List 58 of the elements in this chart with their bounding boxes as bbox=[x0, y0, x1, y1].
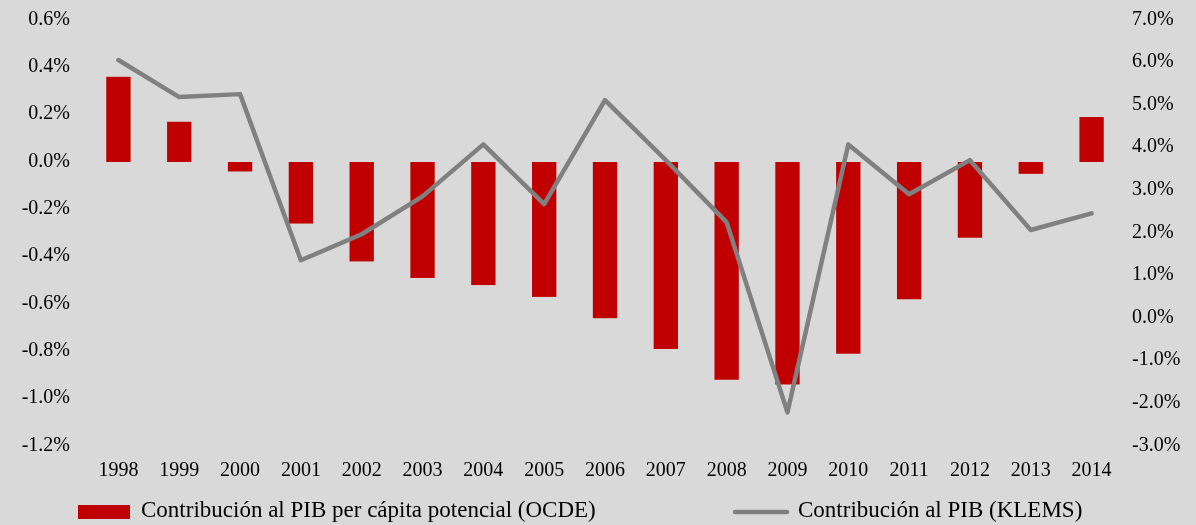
bar bbox=[775, 162, 800, 385]
x-tick-label: 2004 bbox=[463, 458, 504, 480]
bar bbox=[896, 162, 922, 300]
y2-tick-label: -3.0% bbox=[1132, 432, 1181, 455]
y-tick-label: -0.6% bbox=[21, 290, 70, 313]
x-tick-label: 2003 bbox=[402, 458, 443, 480]
x-tick-label: 2002 bbox=[341, 458, 382, 480]
bar bbox=[410, 162, 435, 278]
y-tick-label: -1.0% bbox=[21, 385, 70, 408]
y-tick-label: 0.2% bbox=[28, 101, 70, 124]
legend-label: Contribución al PIB (KLEMS) bbox=[798, 497, 1083, 523]
y-tick-label: 0.0% bbox=[28, 148, 70, 171]
y-tick-label: 0.6% bbox=[28, 6, 70, 29]
bar bbox=[592, 162, 618, 319]
bar bbox=[836, 162, 861, 354]
y-tick-label: -0.2% bbox=[21, 195, 70, 218]
x-tick-label: 2000 bbox=[220, 458, 261, 480]
bar bbox=[106, 76, 131, 162]
y2-tick-label: 0.0% bbox=[1132, 304, 1174, 327]
y2-tick-label: 1.0% bbox=[1132, 262, 1174, 285]
bar bbox=[1079, 117, 1104, 162]
y-tick-label: 0.4% bbox=[28, 53, 70, 76]
x-tick-label: 2008 bbox=[706, 458, 747, 480]
y2-tick-label: 5.0% bbox=[1132, 91, 1174, 114]
y2-tick-label: 4.0% bbox=[1132, 134, 1174, 157]
x-tick-label: 2001 bbox=[280, 458, 321, 480]
bar bbox=[288, 162, 314, 224]
legend-label: Contribución al PIB per cápita potencial (OCDE) bbox=[141, 497, 596, 523]
bar bbox=[1018, 162, 1043, 174]
bar bbox=[532, 162, 557, 297]
y2-tick-label: 3.0% bbox=[1132, 176, 1174, 199]
x-tick-label: 2010 bbox=[828, 458, 869, 480]
y2-tick-label: -2.0% bbox=[1132, 389, 1181, 412]
x-tick-label: 2012 bbox=[949, 458, 990, 480]
x-tick-label: 1999 bbox=[159, 458, 200, 480]
x-tick-label: 2006 bbox=[585, 458, 625, 480]
x-tick-label: 2007 bbox=[645, 458, 686, 480]
bar bbox=[714, 162, 739, 380]
y2-tick-label: 7.0% bbox=[1132, 6, 1174, 29]
bar bbox=[167, 121, 192, 162]
y-tick-label: -0.4% bbox=[21, 243, 70, 266]
x-tick-label: 2009 bbox=[767, 458, 808, 480]
bar bbox=[957, 162, 983, 238]
y-tick-label: -1.2% bbox=[21, 432, 70, 455]
bar bbox=[653, 162, 678, 349]
y2-tick-label: 6.0% bbox=[1132, 49, 1174, 72]
x-tick-label: 2013 bbox=[1010, 458, 1051, 480]
y-tick-label: -0.8% bbox=[21, 337, 70, 360]
bar bbox=[471, 162, 496, 286]
y2-tick-label: -1.0% bbox=[1132, 347, 1181, 370]
y2-tick-label: 2.0% bbox=[1132, 219, 1174, 242]
bar bbox=[349, 162, 374, 262]
bar bbox=[227, 162, 253, 172]
x-tick-label: 2005 bbox=[524, 458, 565, 480]
x-tick-label: 2011 bbox=[889, 458, 929, 480]
x-tick-label: 1998 bbox=[98, 458, 139, 480]
x-tick-label: 2014 bbox=[1071, 458, 1112, 480]
line-series bbox=[116, 57, 1094, 415]
